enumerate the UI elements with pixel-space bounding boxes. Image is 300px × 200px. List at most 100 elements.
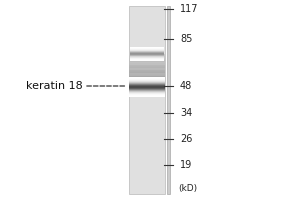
Bar bbox=[129, 63, 165, 64]
Bar bbox=[129, 71, 165, 72]
Bar bbox=[129, 90, 165, 91]
Bar bbox=[129, 66, 165, 67]
Bar bbox=[129, 79, 165, 80]
Bar bbox=[130, 51, 164, 52]
Bar bbox=[129, 68, 165, 69]
Bar bbox=[130, 49, 164, 50]
Bar bbox=[129, 84, 165, 85]
Text: 117: 117 bbox=[180, 4, 199, 14]
Bar bbox=[129, 79, 165, 80]
Bar bbox=[129, 85, 165, 86]
Text: (kD): (kD) bbox=[178, 184, 198, 192]
Bar bbox=[130, 48, 164, 49]
Bar bbox=[129, 89, 165, 90]
Bar bbox=[129, 71, 165, 72]
Bar bbox=[129, 60, 165, 61]
Bar bbox=[129, 81, 165, 82]
Bar bbox=[130, 54, 164, 55]
Bar bbox=[129, 80, 165, 81]
Bar bbox=[129, 70, 165, 71]
Bar bbox=[129, 59, 165, 60]
Bar bbox=[130, 50, 164, 51]
Bar bbox=[130, 56, 164, 57]
Bar bbox=[129, 6, 165, 194]
Bar bbox=[129, 65, 165, 66]
Bar bbox=[129, 92, 165, 93]
Bar bbox=[129, 60, 165, 61]
Bar bbox=[129, 81, 165, 82]
Bar bbox=[129, 83, 165, 84]
Bar bbox=[129, 86, 165, 87]
Bar bbox=[129, 89, 165, 90]
Bar bbox=[129, 86, 165, 87]
Bar bbox=[129, 77, 165, 78]
Text: 48: 48 bbox=[180, 81, 192, 91]
Bar bbox=[129, 67, 165, 68]
Bar bbox=[130, 57, 164, 58]
Bar bbox=[130, 53, 164, 54]
Bar bbox=[129, 88, 165, 89]
Text: keratin 18: keratin 18 bbox=[26, 81, 82, 91]
Bar bbox=[129, 54, 165, 55]
Bar bbox=[129, 70, 165, 71]
Bar bbox=[129, 64, 165, 65]
Bar bbox=[130, 51, 164, 52]
Bar bbox=[130, 58, 164, 59]
Bar bbox=[129, 78, 165, 79]
Bar bbox=[129, 87, 165, 88]
Bar bbox=[129, 78, 165, 79]
Bar bbox=[129, 93, 165, 94]
Bar bbox=[129, 54, 165, 55]
Bar bbox=[129, 91, 165, 92]
Bar bbox=[129, 78, 165, 79]
Bar bbox=[129, 72, 165, 73]
Bar bbox=[129, 82, 165, 83]
Bar bbox=[129, 55, 165, 56]
Bar bbox=[129, 59, 165, 60]
Bar bbox=[129, 61, 165, 62]
Bar bbox=[129, 94, 165, 95]
Bar bbox=[129, 79, 165, 80]
Bar bbox=[129, 86, 165, 87]
Bar bbox=[130, 58, 164, 59]
Bar bbox=[129, 65, 165, 66]
Bar bbox=[129, 77, 165, 78]
Bar bbox=[130, 60, 164, 61]
Bar bbox=[129, 61, 165, 62]
Bar bbox=[129, 82, 165, 83]
Bar bbox=[129, 82, 165, 83]
Bar bbox=[129, 81, 165, 82]
Bar bbox=[130, 57, 164, 58]
Bar bbox=[129, 67, 165, 68]
Bar bbox=[129, 93, 165, 94]
Bar bbox=[130, 60, 164, 61]
Bar bbox=[129, 85, 165, 86]
Bar bbox=[129, 73, 165, 74]
Bar bbox=[129, 66, 165, 67]
Bar bbox=[130, 59, 164, 60]
Bar bbox=[129, 91, 165, 92]
Bar bbox=[129, 88, 165, 89]
Bar bbox=[130, 47, 164, 48]
Bar bbox=[129, 85, 165, 86]
Bar bbox=[129, 81, 165, 82]
Bar bbox=[129, 83, 165, 84]
Bar bbox=[129, 69, 165, 70]
Bar bbox=[129, 57, 165, 58]
Bar bbox=[129, 94, 165, 95]
Bar bbox=[129, 72, 165, 73]
Bar bbox=[130, 53, 164, 54]
Text: 26: 26 bbox=[180, 134, 192, 144]
Bar bbox=[129, 77, 165, 78]
Bar bbox=[129, 96, 165, 97]
Bar bbox=[167, 6, 170, 194]
Bar bbox=[129, 92, 165, 93]
Bar bbox=[129, 56, 165, 57]
Bar bbox=[129, 83, 165, 84]
Bar bbox=[129, 95, 165, 96]
Bar bbox=[130, 59, 164, 60]
Bar bbox=[130, 55, 164, 56]
Bar bbox=[129, 56, 165, 57]
Bar bbox=[129, 55, 165, 56]
Text: 19: 19 bbox=[180, 160, 192, 170]
